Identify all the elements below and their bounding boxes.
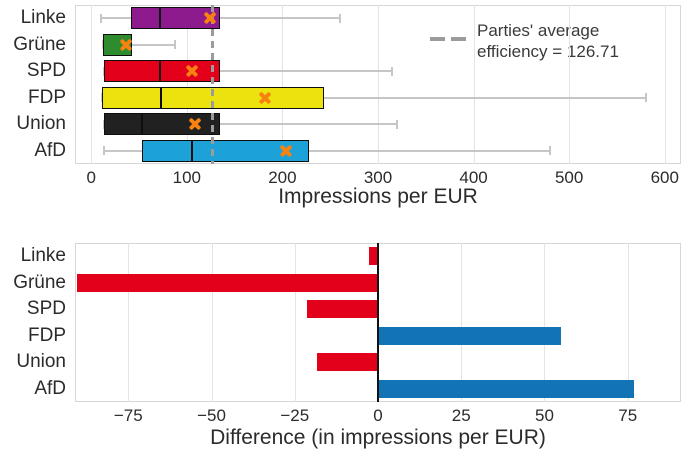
bottom-x-tick-−75: −75 [113, 406, 143, 425]
whisker-cap-high-Grüne [174, 40, 177, 50]
top-gridline-400 [473, 5, 475, 164]
top-y-tick-SPD: SPD [26, 60, 66, 81]
dashed-line-legend-sample [430, 37, 466, 62]
top-x-tick-600: 600 [650, 168, 679, 187]
whisker-cap-high-FDP [644, 93, 647, 103]
median-SPD [159, 60, 162, 83]
difference-bar-Union [317, 353, 378, 372]
legend-label: Parties' average efficiency = 126.71 [477, 21, 619, 62]
legend-label-line2: efficiency = 126.71 [477, 41, 619, 61]
bottom-x-axis-label: Difference (in impressions per EUR) [210, 426, 546, 449]
median-Union [140, 113, 143, 136]
whisker-SPD [103, 70, 393, 73]
bottom-x-tick-0: 0 [373, 406, 383, 425]
top-y-tick-FDP: FDP [28, 86, 66, 108]
bottom-x-tick-75: 75 [618, 406, 638, 425]
bottom-y-tick-FDP: FDP [28, 324, 66, 346]
whisker-cap-high-Union [396, 119, 399, 129]
legend-dash-icon [430, 37, 445, 41]
bottom-gridline-50 [544, 243, 546, 402]
mean-marker-AfD [279, 144, 293, 158]
top-gridline-200 [282, 5, 284, 164]
top-x-tick-0: 0 [86, 168, 96, 187]
box-Grüne [102, 33, 133, 56]
bottom-x-tick-50: 50 [535, 406, 554, 425]
whisker-AfD [103, 149, 551, 152]
whisker-cap-low-AfD [102, 146, 105, 156]
top-x-tick-400: 400 [459, 168, 488, 187]
zero-axis-line [377, 243, 379, 402]
mean-marker-Linke [203, 11, 217, 25]
top-gridline-500 [569, 5, 571, 164]
top-gridline-300 [378, 5, 379, 164]
median-FDP [160, 86, 163, 109]
difference-bar-Grüne [76, 273, 378, 292]
bottom-gridline-−75 [128, 243, 130, 402]
whisker-Grüne [102, 43, 176, 46]
average-efficiency-legend: Parties' average efficiency = 126.71 [430, 21, 619, 62]
median-Linke [159, 7, 162, 30]
bottom-y-tick-AfD: AfD [34, 377, 66, 399]
bottom-y-tick-Linke: Linke [20, 245, 66, 266]
bottom-gridline-75 [627, 243, 629, 402]
bottom-x-tick-−50: −50 [197, 406, 226, 425]
box-Union [103, 113, 221, 136]
mean-marker-SPD [185, 64, 199, 78]
top-y-tick-Linke: Linke [20, 7, 66, 28]
bottom-y-tick-Union: Union [16, 351, 66, 372]
bottom-y-tick-SPD: SPD [26, 298, 66, 319]
legend-dash-icon [451, 37, 466, 41]
difference-bar-SPD [307, 300, 378, 319]
bottom-x-tick-−25: −25 [280, 406, 310, 425]
difference-bar-AfD [378, 379, 635, 398]
whisker-cap-high-AfD [549, 146, 552, 156]
bottom-y-tick-Grüne: Grüne [13, 271, 66, 293]
top-x-tick-500: 500 [554, 168, 584, 187]
top-y-tick-AfD: AfD [34, 139, 66, 161]
mean-marker-FDP [258, 91, 272, 105]
top-gridline-600 [664, 5, 666, 164]
bottom-x-tick-25: 25 [451, 406, 471, 425]
box-SPD [103, 60, 221, 83]
top-x-tick-200: 200 [268, 168, 297, 187]
bottom-gridline-25 [461, 243, 463, 402]
bottom-gridline-−50 [211, 243, 213, 402]
whisker-FDP [101, 96, 646, 99]
legend-label-line1: Parties' average [477, 21, 600, 40]
mean-marker-Union [188, 117, 202, 131]
top-gridline-100 [186, 5, 188, 164]
difference-bar-FDP [378, 326, 562, 345]
box-AfD [141, 139, 310, 162]
whisker-cap-high-SPD [391, 66, 394, 76]
whisker-cap-low-Linke [99, 13, 102, 23]
top-y-tick-Grüne: Grüne [13, 33, 66, 55]
median-AfD [190, 139, 193, 162]
average-efficiency-dashed-line [210, 5, 214, 164]
mean-marker-Grüne [119, 38, 133, 52]
box-Linke [131, 7, 221, 30]
top-x-tick-300: 300 [363, 168, 393, 187]
top-y-tick-Union: Union [16, 113, 66, 134]
top-x-axis-label: Impressions per EUR [278, 185, 478, 208]
bottom-gridline-−25 [294, 243, 296, 402]
top-x-tick-100: 100 [172, 168, 202, 187]
difference-bar-Linke [369, 247, 378, 266]
top-gridline-0 [91, 5, 93, 164]
whisker-Union [103, 123, 398, 126]
whisker-cap-high-Linke [338, 13, 341, 23]
